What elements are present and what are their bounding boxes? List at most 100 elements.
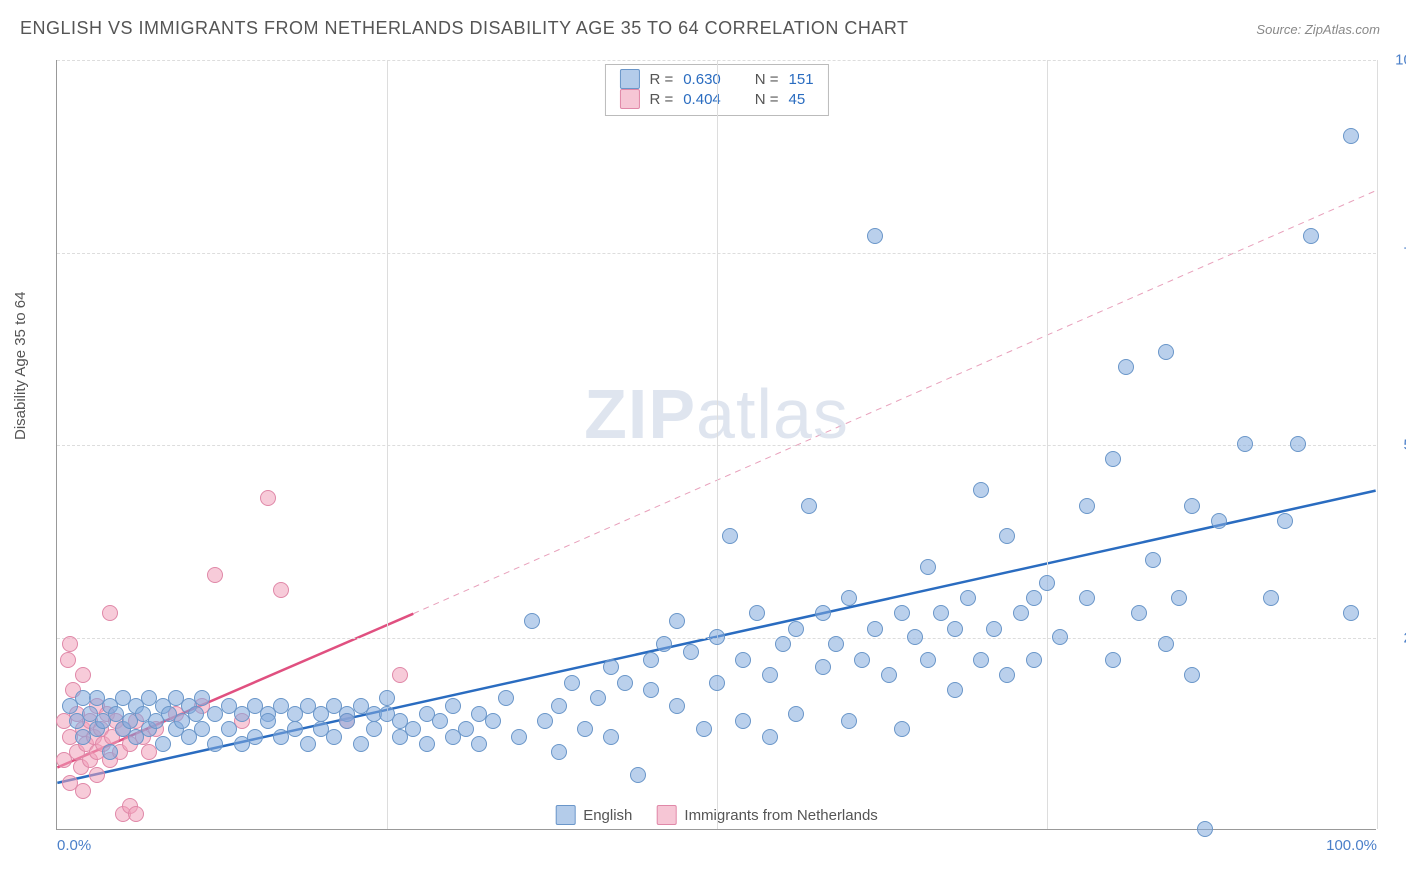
data-point [947, 682, 963, 698]
data-point [603, 659, 619, 675]
data-point [1197, 821, 1213, 837]
data-point [405, 721, 421, 737]
data-point [894, 721, 910, 737]
data-point [485, 713, 501, 729]
data-point [999, 667, 1015, 683]
data-point [762, 729, 778, 745]
data-point [60, 652, 76, 668]
data-point [907, 629, 923, 645]
data-point [867, 621, 883, 637]
data-point [260, 713, 276, 729]
data-point [89, 767, 105, 783]
data-point [1263, 590, 1279, 606]
data-point [445, 698, 461, 714]
data-point [735, 713, 751, 729]
data-point [537, 713, 553, 729]
data-point [828, 636, 844, 652]
data-point [775, 636, 791, 652]
y-tick-label: 25.0% [1386, 629, 1406, 646]
data-point [188, 706, 204, 722]
data-point [1013, 605, 1029, 621]
data-point [749, 605, 765, 621]
data-point [656, 636, 672, 652]
data-point [947, 621, 963, 637]
data-point [273, 582, 289, 598]
data-point [960, 590, 976, 606]
data-point [617, 675, 633, 691]
data-point [577, 721, 593, 737]
data-point [933, 605, 949, 621]
data-point [603, 729, 619, 745]
data-point [1237, 436, 1253, 452]
data-point [353, 736, 369, 752]
legend-label: English [583, 807, 632, 824]
data-point [207, 567, 223, 583]
legend-label: Immigrants from Netherlands [684, 807, 877, 824]
data-point [1105, 652, 1121, 668]
swatch-pink-icon [619, 89, 639, 109]
data-point [339, 713, 355, 729]
data-point [379, 690, 395, 706]
data-point [1158, 636, 1174, 652]
stat-n-value: 45 [789, 91, 806, 108]
data-point [1039, 575, 1055, 591]
stat-r-value: 0.404 [683, 91, 721, 108]
swatch-pink-icon [656, 805, 676, 825]
grid-line-v [717, 60, 718, 829]
data-point [973, 652, 989, 668]
data-point [471, 736, 487, 752]
stat-n-label: N = [755, 91, 779, 108]
source-value: ZipAtlas.com [1305, 22, 1380, 37]
x-tick-label: 0.0% [57, 837, 91, 854]
data-point [102, 744, 118, 760]
data-point [419, 736, 435, 752]
data-point [801, 498, 817, 514]
data-point [683, 644, 699, 660]
data-point [788, 621, 804, 637]
data-point [207, 736, 223, 752]
data-point [1290, 436, 1306, 452]
data-point [854, 652, 870, 668]
data-point [1131, 605, 1147, 621]
y-tick-label: 100.0% [1386, 52, 1406, 69]
data-point [194, 721, 210, 737]
stat-r-label: R = [649, 91, 673, 108]
data-point [75, 667, 91, 683]
data-point [247, 729, 263, 745]
swatch-blue-icon [619, 69, 639, 89]
data-point [973, 482, 989, 498]
data-point [1118, 359, 1134, 375]
data-point [841, 590, 857, 606]
data-point [590, 690, 606, 706]
data-point [999, 528, 1015, 544]
data-point [392, 667, 408, 683]
y-tick-label: 75.0% [1386, 244, 1406, 261]
chart-title: ENGLISH VS IMMIGRANTS FROM NETHERLANDS D… [20, 18, 909, 39]
swatch-blue-icon [555, 805, 575, 825]
data-point [128, 806, 144, 822]
data-point [1184, 498, 1200, 514]
data-point [920, 652, 936, 668]
data-point [669, 698, 685, 714]
plot-area: ZIPatlas R = 0.630 N = 151 R = 0.404 N =… [56, 60, 1376, 830]
data-point [1343, 128, 1359, 144]
data-point [1026, 652, 1042, 668]
stat-r-value: 0.630 [683, 71, 721, 88]
data-point [75, 783, 91, 799]
source-attribution: Source: ZipAtlas.com [1256, 22, 1380, 37]
data-point [1158, 344, 1174, 360]
data-point [815, 605, 831, 621]
data-point [1145, 552, 1161, 568]
data-point [630, 767, 646, 783]
data-point [1211, 513, 1227, 529]
y-axis-label: Disability Age 35 to 64 [12, 292, 29, 440]
data-point [1052, 629, 1068, 645]
data-point [762, 667, 778, 683]
data-point [788, 706, 804, 722]
data-point [867, 228, 883, 244]
data-point [1343, 605, 1359, 621]
data-point [735, 652, 751, 668]
data-point [986, 621, 1002, 637]
data-point [1026, 590, 1042, 606]
data-point [1171, 590, 1187, 606]
